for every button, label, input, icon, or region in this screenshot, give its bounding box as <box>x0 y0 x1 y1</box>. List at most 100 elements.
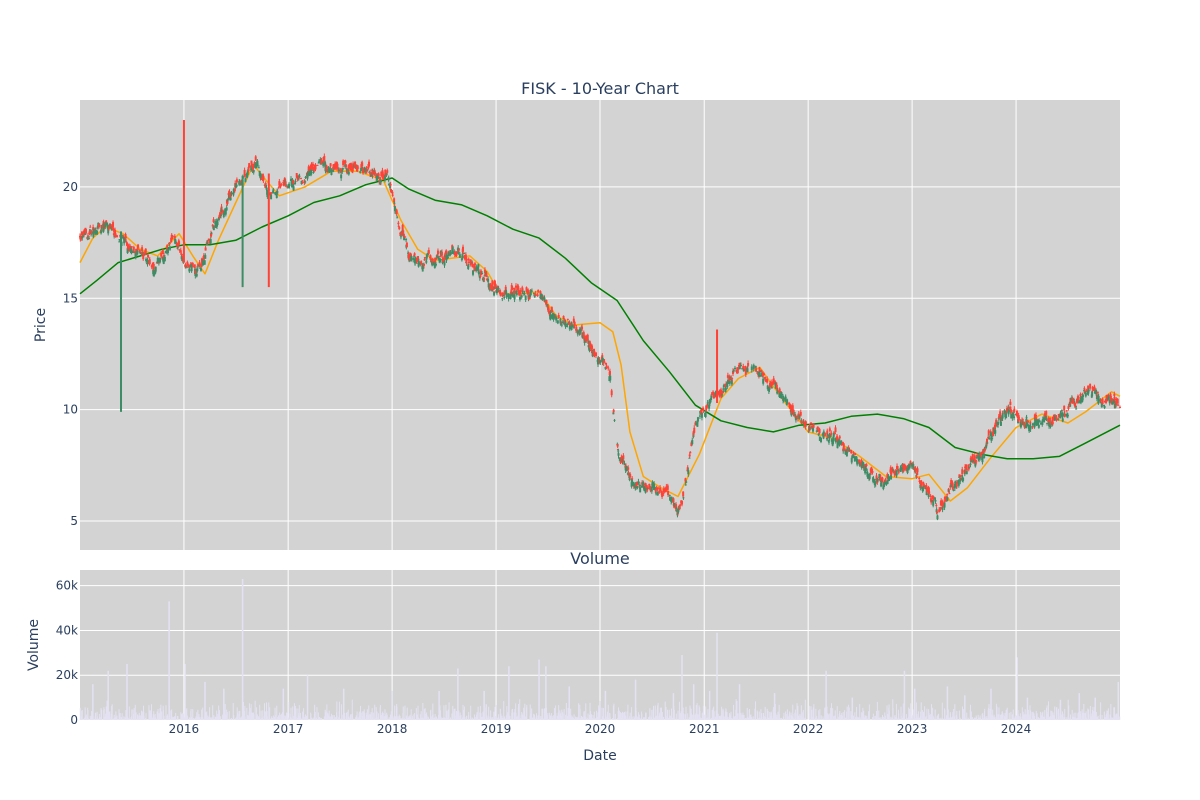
candle-body <box>397 225 400 227</box>
candle-body <box>617 450 620 452</box>
candle-body <box>604 367 607 369</box>
candle-body <box>949 485 952 488</box>
candle-body <box>766 378 769 383</box>
candle-body <box>206 242 209 245</box>
candle-body <box>537 289 540 292</box>
candle-body <box>202 261 205 266</box>
candle-body <box>587 341 590 344</box>
candle-body <box>361 162 364 167</box>
candle-body <box>114 233 117 238</box>
candle-body <box>124 236 127 238</box>
candle-body <box>854 453 857 455</box>
candle-body <box>654 488 657 493</box>
candle-body <box>336 163 339 168</box>
candle-body <box>223 210 226 215</box>
candle-body <box>955 481 958 487</box>
candle-body <box>299 178 302 180</box>
candle-body <box>275 195 278 198</box>
candle-body <box>700 409 703 415</box>
candle-body <box>112 233 115 235</box>
candle-body <box>971 453 974 459</box>
candle-body <box>543 297 546 302</box>
candle-body <box>346 172 349 174</box>
candle-body <box>178 249 181 251</box>
candle-body <box>833 432 836 435</box>
candle-body <box>607 367 610 369</box>
candle-body <box>162 259 165 264</box>
candle-body <box>650 486 653 492</box>
candle-body <box>881 477 884 482</box>
candle-body <box>758 367 761 373</box>
candle-body <box>899 470 902 472</box>
candle-body <box>339 168 342 173</box>
candle-body <box>627 473 630 475</box>
volume-panel-title: Volume <box>570 549 630 568</box>
candle-body <box>454 252 457 255</box>
candle-body <box>726 382 729 388</box>
candle-body <box>407 253 410 258</box>
candle-body <box>527 290 530 293</box>
candle-body <box>755 368 758 372</box>
candle-body <box>696 417 699 422</box>
volume-bars[interactable] <box>79 578 1121 720</box>
candle-body <box>468 261 471 263</box>
candle-body <box>646 487 649 489</box>
candle-body <box>511 292 514 296</box>
candle-body <box>629 473 632 478</box>
candle-body <box>519 289 522 295</box>
candle-body <box>94 230 97 234</box>
candle-body <box>309 166 312 172</box>
candle-body <box>350 163 353 169</box>
candle-body <box>1109 396 1112 401</box>
price-candlesticks[interactable] <box>79 120 1121 521</box>
candle-body <box>1061 415 1064 417</box>
candle-body <box>501 298 504 300</box>
candle-body <box>1095 389 1098 395</box>
candle-body <box>417 262 420 267</box>
candle-body <box>856 461 859 465</box>
candle-body <box>203 260 206 265</box>
candle-body <box>890 474 893 480</box>
candle-body <box>850 450 853 453</box>
candle-body <box>641 482 644 485</box>
candle-body <box>842 443 845 448</box>
price-y-tick-labels: 5 10 15 20 <box>63 180 78 528</box>
candle-body <box>443 254 446 260</box>
candle-body <box>545 300 548 303</box>
candle-body <box>689 451 692 454</box>
candle-body <box>876 479 879 482</box>
candle-body <box>163 256 166 262</box>
candle-body <box>569 323 572 325</box>
candle-body <box>310 163 313 169</box>
candle-body <box>1033 422 1036 428</box>
candle-body <box>431 259 434 264</box>
candle-body <box>160 253 163 257</box>
candle-body <box>222 211 225 214</box>
candle-body <box>702 408 705 412</box>
candle-body <box>752 364 755 370</box>
candle-body <box>250 162 253 166</box>
candle-body <box>779 391 782 393</box>
candle-body <box>868 474 871 479</box>
candle-body <box>1103 404 1106 407</box>
candle-body <box>902 464 905 468</box>
candle-body <box>229 197 232 201</box>
candle-body <box>1048 422 1051 427</box>
candle-body <box>950 484 953 488</box>
candle-body <box>834 427 837 433</box>
candle-body <box>1066 414 1069 417</box>
candle-body <box>804 421 807 424</box>
candle-body <box>383 175 386 181</box>
candle-body <box>376 176 379 181</box>
candle-body <box>393 198 396 203</box>
candle-body <box>521 290 524 293</box>
candle-body <box>410 255 413 261</box>
candle-body <box>1095 395 1098 400</box>
candle-body <box>88 238 91 240</box>
candle-body <box>665 486 668 490</box>
candle-body <box>462 246 465 252</box>
candle-body <box>210 232 213 234</box>
candle-body <box>420 261 423 265</box>
candle-body <box>761 372 764 377</box>
candle-body <box>213 225 216 227</box>
